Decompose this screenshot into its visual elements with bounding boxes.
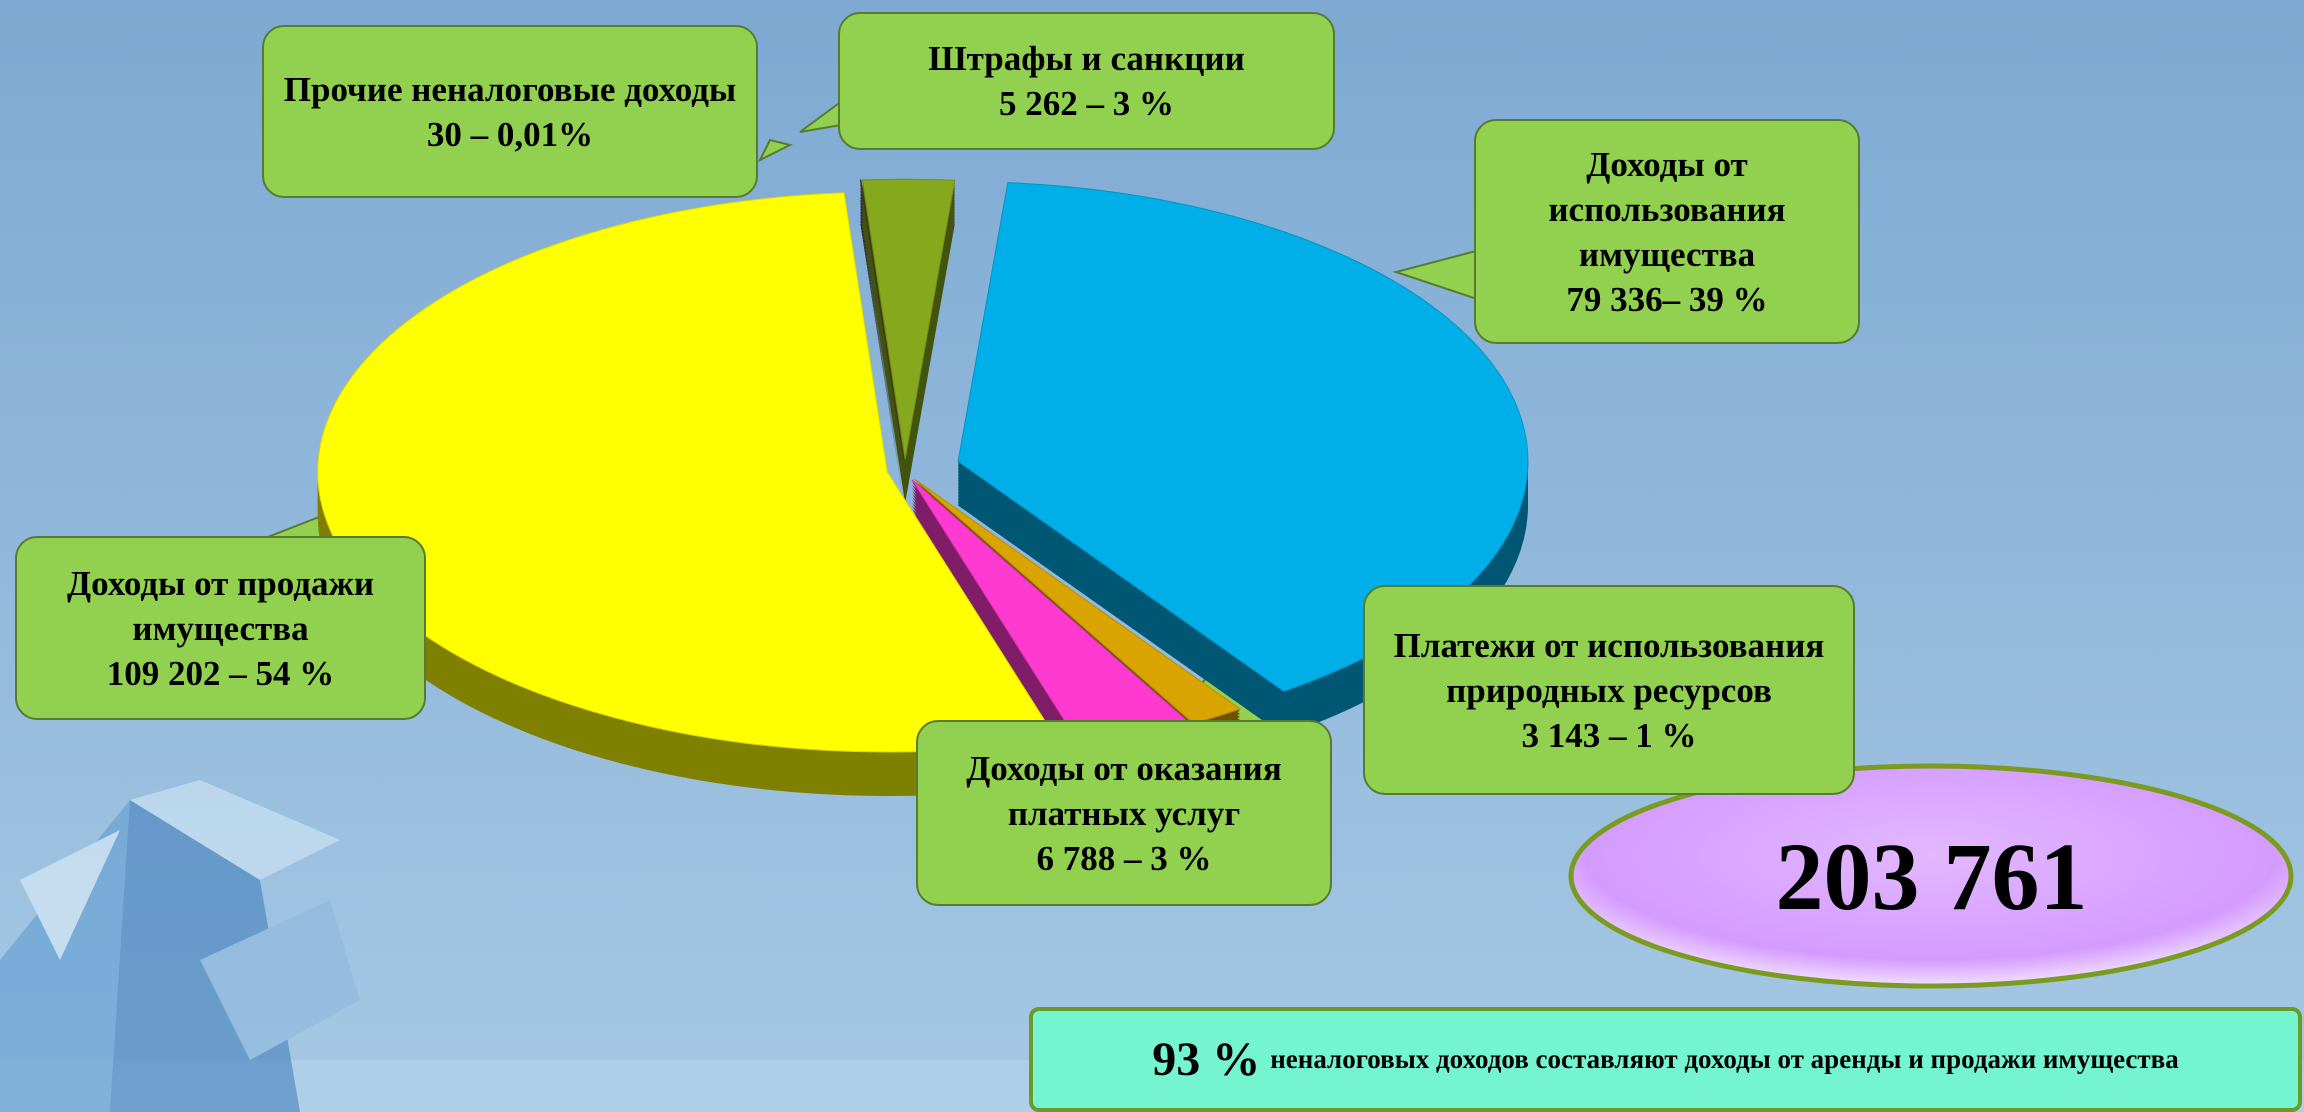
note-value: 93 % xyxy=(1152,1032,1260,1087)
label: Доходы от использования имущества xyxy=(1494,142,1840,277)
value-label: 79 336– 39 % xyxy=(1494,277,1840,322)
label: Штрафы и санкции xyxy=(858,36,1315,81)
value-label: 109 202 – 54 % xyxy=(35,651,406,696)
value-label: 5 262 – 3 % xyxy=(858,81,1315,126)
note: 93 % неналоговых доходов составляют доход… xyxy=(1029,1007,2302,1112)
label: Доходы от продажи имущества xyxy=(35,561,406,651)
slide: Прочие неналоговые доходы30 – 0,01% Штра… xyxy=(0,0,2304,1112)
total: 203 761 xyxy=(1570,764,2293,988)
total-value: 203 761 xyxy=(1776,821,2088,932)
value-label: 30 – 0,01% xyxy=(282,112,738,157)
label: Платежи от использования природных ресур… xyxy=(1383,623,1835,713)
note-text: неналоговых доходов составляют доходы от… xyxy=(1270,1044,2179,1075)
value-label: 3 143 – 1 % xyxy=(1383,713,1835,758)
label: Прочие неналоговые доходы xyxy=(282,67,738,112)
value-label: 6 788 – 3 % xyxy=(936,836,1312,881)
label: Доходы от оказания платных услуг xyxy=(936,746,1312,836)
pie xyxy=(318,179,1528,796)
